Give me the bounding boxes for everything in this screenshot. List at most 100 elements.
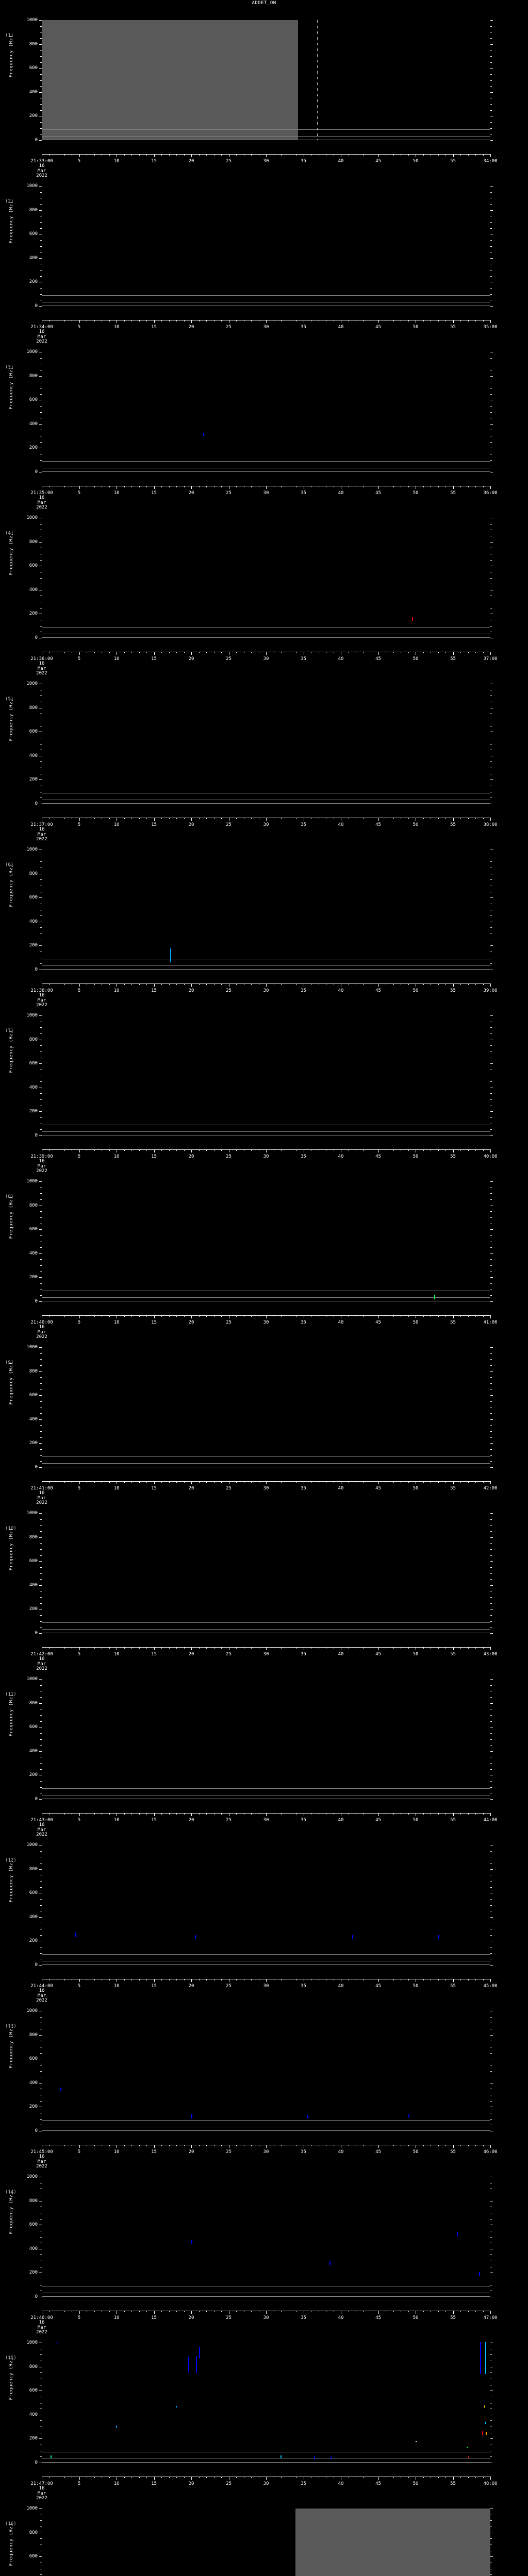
spectrogram-panel[interactable]: (6) Frequency (Hz) 1000 800 600 400 200 0 21:38:… xyxy=(0,838,528,1008)
x-minor-tick xyxy=(64,2477,65,2478)
spectrogram-panel[interactable]: (3) Frequency (Hz) 1000 800 600 400 200 0 21:35:… xyxy=(0,340,528,510)
spectrogram-panel[interactable]: (14) Frequency (Hz) 1000 800 600 400 200 0 21:46… xyxy=(0,2165,528,2335)
y-tick-mark-right xyxy=(490,68,493,69)
x-tick-label: 50 xyxy=(412,1984,419,1989)
x-minor-tick xyxy=(408,1315,409,1317)
spectrogram-panel[interactable]: (5) Frequency (Hz) 1000 800 600 400 200 0 21:37:… xyxy=(0,672,528,842)
y-minor-tick xyxy=(40,128,42,129)
y-tick-label: 600 xyxy=(29,1558,38,1564)
plot-area[interactable] xyxy=(42,1181,490,1301)
x-tick-label: 45:00 xyxy=(483,1984,498,1989)
x-minor-tick xyxy=(236,1481,237,1483)
spectrogram-panel[interactable]: (9) Frequency (Hz) 1000 800 600 400 200 0 21:41:… xyxy=(0,1335,528,1505)
x-minor-tick xyxy=(408,2477,409,2478)
y-minor-tick-right xyxy=(490,927,492,928)
x-tick-label: 21:47:00 xyxy=(30,2481,53,2486)
plot-area[interactable] xyxy=(42,2342,490,2463)
spectrogram-panel[interactable]: (16)Frequency (Hz)1000800600400200021:48… xyxy=(0,2497,528,2576)
x-minor-tick xyxy=(236,1315,237,1317)
x-minor-tick xyxy=(109,486,110,487)
y-minor-tick xyxy=(40,26,42,27)
spectrogram-panel[interactable]: (4) Frequency (Hz) 1000 800 600 400 200 0 21:36:… xyxy=(0,506,528,676)
x-tick-label: 10 xyxy=(113,325,120,330)
x-tick-label: 40:00 xyxy=(483,1154,498,1159)
x-minor-tick xyxy=(236,2477,237,2478)
x-tick-label: 55 xyxy=(450,490,456,496)
plot-area[interactable] xyxy=(42,2509,490,2576)
detection-mark xyxy=(57,2342,58,2344)
threshold-line xyxy=(42,129,490,130)
y-tick-label: 600 xyxy=(29,1061,38,1066)
plot-area[interactable] xyxy=(42,1845,490,1965)
y-minor-tick-right xyxy=(490,1685,492,1686)
y-minor-tick-right xyxy=(490,578,492,579)
x-minor-tick xyxy=(393,1813,394,1815)
x-minor-tick xyxy=(146,1149,147,1151)
x-tick-label: 20 xyxy=(188,1486,194,1491)
plot-area[interactable] xyxy=(42,1347,490,1467)
x-minor-tick xyxy=(109,652,110,653)
spectrogram-panel[interactable]: (10) Frequency (Hz) 1000 800 600 400 200 0 21:42… xyxy=(0,1501,528,1671)
spectrogram-panel[interactable]: (2) Frequency (Hz) 1000 800 600 400 200 0 21:34:… xyxy=(0,174,528,344)
y-tick-label: 800 xyxy=(29,1202,38,1208)
y-tick-label: 600 xyxy=(29,563,38,569)
x-major-tick xyxy=(266,1979,267,1982)
spectrogram-panel[interactable]: (15) Frequency (Hz) 1000 800 600 400 200 0 21:47… xyxy=(0,2331,528,2501)
x-major-tick xyxy=(378,1149,379,1153)
plot-area[interactable] xyxy=(42,2177,490,2297)
x-minor-tick xyxy=(423,320,424,321)
plot-area[interactable] xyxy=(42,518,490,638)
y-minor-tick xyxy=(40,74,42,75)
y-tick-label: 800 xyxy=(29,1700,38,1706)
x-major-tick xyxy=(266,1481,267,1484)
y-minor-tick-right xyxy=(490,442,492,443)
spectrogram-panel[interactable]: (8) Frequency (Hz) 1000 800 600 400 200 0 21:40:… xyxy=(0,1170,528,1340)
x-minor-tick xyxy=(169,1481,170,1483)
plot-area[interactable] xyxy=(42,186,490,306)
threshold-line xyxy=(42,637,490,638)
plot-area[interactable] xyxy=(42,850,490,970)
y-tick-label: 0 xyxy=(35,138,38,143)
y-minor-tick xyxy=(40,1199,42,1200)
x-tick-label: 20 xyxy=(188,490,194,496)
detection-mark xyxy=(170,948,172,962)
x-minor-tick xyxy=(438,1647,439,1649)
x-minor-tick xyxy=(139,1979,140,1980)
x-tick-label: 5 xyxy=(77,490,81,496)
y-minor-tick xyxy=(40,1905,42,1906)
x-minor-tick xyxy=(124,2477,125,2478)
spectrogram-panel[interactable]: (7) Frequency (Hz) 1000 800 600 400 200 0 21:39:… xyxy=(0,1004,528,1174)
spectrogram-panel[interactable]: (11) Frequency (Hz) 1000 800 600 400 200 0 21:43… xyxy=(0,1667,528,1837)
x-tick-label: 25 xyxy=(226,988,232,993)
x-minor-tick xyxy=(468,1481,469,1483)
y-axis-title: Frequency (Hz) xyxy=(9,2191,14,2234)
y-minor-tick xyxy=(40,1377,42,1378)
x-minor-tick xyxy=(169,320,170,321)
plot-area[interactable] xyxy=(42,2011,490,2131)
x-minor-tick xyxy=(64,154,65,156)
x-tick-label: 20 xyxy=(188,1984,194,1989)
x-tick-label: 5 xyxy=(77,2315,81,2320)
x-minor-tick xyxy=(124,1315,125,1317)
spectrogram-panel[interactable]: (1) Frequency (Hz) 1000 800 600 400 200 0 21:33:… xyxy=(0,8,528,178)
plot-area[interactable] xyxy=(42,1015,490,1136)
y-minor-tick-right xyxy=(490,86,492,87)
date-line: Mar xyxy=(37,1827,46,1833)
y-axis-title: Frequency (Hz) xyxy=(9,366,14,410)
plot-area[interactable] xyxy=(42,1513,490,1633)
plot-area[interactable] xyxy=(42,1679,490,1799)
x-tick-label: 10 xyxy=(113,1154,120,1159)
y-tick-label: 1000 xyxy=(26,1842,38,1848)
plot-area[interactable] xyxy=(42,20,490,140)
spectrogram-panel[interactable]: (12) Frequency (Hz) 1000 800 600 400 200 0 21:44… xyxy=(0,1833,528,2003)
spectrogram-panel[interactable]: (13) Frequency (Hz) 1000 800 600 400 200 0 21:45… xyxy=(0,1999,528,2169)
x-tick-label: 35 xyxy=(301,1486,306,1491)
y-tick-label: 0 xyxy=(35,967,38,972)
plot-area[interactable] xyxy=(42,684,490,804)
y-minor-tick xyxy=(40,1259,42,1260)
x-minor-tick xyxy=(131,818,132,819)
plot-area[interactable] xyxy=(42,352,490,472)
threshold-line xyxy=(42,1954,490,1955)
x-major-tick xyxy=(191,154,192,157)
y-minor-tick xyxy=(40,1715,42,1716)
